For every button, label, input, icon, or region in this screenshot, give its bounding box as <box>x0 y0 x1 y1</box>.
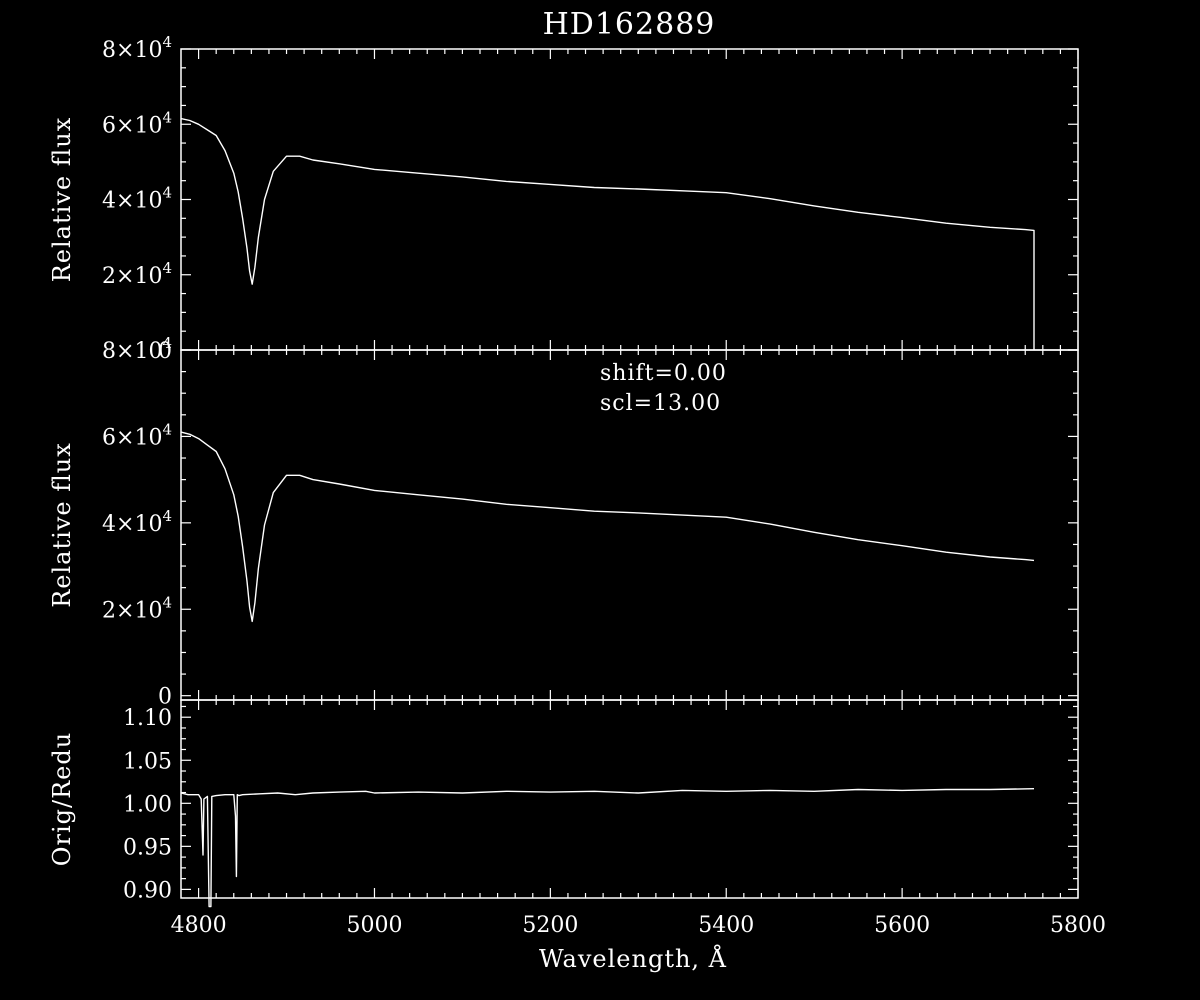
y-tick-label: 8×104 <box>102 334 172 364</box>
annotation: scl=13.00 <box>600 391 721 416</box>
panel-3: 0.90 0.95 1.00 1.05 1.10 Orig/Redu <box>48 699 1079 908</box>
annotation: shift=0.00 <box>600 361 727 386</box>
x-tick-label: 5000 <box>346 913 402 938</box>
y-tick-label: 1.05 <box>123 749 172 774</box>
x-tick-label: 5800 <box>1050 913 1106 938</box>
y-tick-label: 2×104 <box>102 593 172 623</box>
y-tick-label: 6×104 <box>102 108 172 138</box>
y-tick-label: 0 <box>158 685 172 710</box>
y-axis-title: Relative flux <box>48 117 76 283</box>
series-line <box>180 117 1035 350</box>
y-tick-label: 0.95 <box>123 835 172 860</box>
y-tick-label: 0.90 <box>123 878 172 903</box>
y-axis-title: Orig/Redu <box>48 732 76 866</box>
panel-3-frame <box>180 699 1079 899</box>
y-tick-label: 4×104 <box>102 184 172 214</box>
panel-1-frame <box>180 48 1079 351</box>
x-tick-label: 4800 <box>171 913 227 938</box>
x-tick-label: 5400 <box>698 913 754 938</box>
y-tick-label: 1.10 <box>123 706 172 731</box>
panel-2: 0 2×104 4×104 6×104 8×104 Relative flux shift=… <box>48 334 1079 710</box>
x-tick-label: 5600 <box>874 913 930 938</box>
y-tick-label: 0 <box>158 339 172 364</box>
panels-layer: 0 2×104 4×104 6×104 8×104 Relative flux 0 2×104… <box>48 33 1106 938</box>
series-line <box>180 431 1035 623</box>
y-tick-label: 6×104 <box>102 420 172 450</box>
y-tick-label: 4×104 <box>102 507 172 537</box>
x-tick-label: 5200 <box>522 913 578 938</box>
y-tick-label: 8×104 <box>102 33 172 63</box>
x-axis-title: Wavelength, Å <box>539 944 727 973</box>
panel-1: 0 2×104 4×104 6×104 8×104 Relative flux <box>48 33 1079 364</box>
y-axis-title: Relative flux <box>48 442 76 608</box>
y-tick-label: 1.00 <box>123 792 172 817</box>
series-line <box>180 788 1035 908</box>
chart-title: HD162889 <box>543 7 716 42</box>
y-tick-label: 2×104 <box>102 259 172 289</box>
